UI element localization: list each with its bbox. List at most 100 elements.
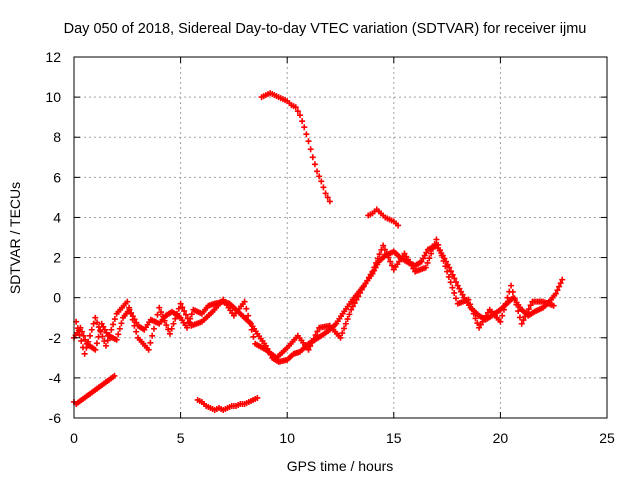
data-point [95,324,102,331]
data-point [353,296,360,303]
data-point [145,346,152,353]
data-point [481,315,488,322]
y-tick-label: 10 [45,89,61,105]
data-point [181,308,188,315]
data-point [429,245,436,252]
data-point [150,325,157,332]
data-point [184,315,191,322]
data-point [395,222,402,229]
data-point [380,242,387,249]
data-point [97,328,104,335]
data-point [456,285,463,292]
data-point [102,342,109,349]
data-point [373,259,380,266]
data-point [483,312,490,319]
x-axis-label: GPS time / hours [287,458,394,474]
x-tick-label: 0 [70,430,78,446]
data-point [360,283,367,290]
data-point [83,344,90,351]
data-point [406,259,413,266]
data-point [111,316,118,323]
data-point [557,280,564,287]
data-point [168,325,175,332]
data-point [92,314,99,321]
data-point [408,262,415,269]
data-point [371,264,378,271]
data-point [422,264,429,271]
data-point [314,328,321,335]
data-point [85,338,92,345]
data-point [131,322,138,329]
data-point [365,274,372,281]
y-tick-label: 6 [53,169,61,185]
data-point [183,324,190,331]
data-point [346,311,353,318]
data-point [500,306,507,313]
data-point [511,295,518,302]
data-point [309,154,316,161]
x-tick-label: 15 [386,430,402,446]
series-isolated-points [71,372,118,407]
data-point [324,194,331,201]
data-point [250,333,257,340]
x-tick-label: 10 [279,430,295,446]
data-point [90,320,97,327]
plot-frame [73,56,608,419]
axis-ticks: 0 5 10 15 20 25 -6 -4 -2 0 2 4 6 8 10 12 [45,49,615,446]
data-point [103,329,110,336]
data-point [369,268,376,275]
data-point [342,320,349,327]
data-point [104,337,111,344]
data-point [299,118,306,125]
data-point [435,241,442,248]
data-point [86,332,93,339]
data-point [387,258,394,265]
data-point [497,318,504,325]
series-lower-segment-7h [194,394,261,413]
data-point [113,336,120,343]
y-tick-label: 12 [45,49,61,65]
data-point [410,265,417,272]
data-point [499,312,506,319]
data-point [74,325,81,332]
data-point [115,331,122,338]
data-point [515,308,522,315]
data-point [446,264,453,271]
data-point [111,372,118,379]
data-point [341,325,348,332]
data-point [484,309,491,316]
data-point [445,273,452,280]
data-point [158,309,165,316]
data-point [149,332,156,339]
data-point [314,168,321,175]
x-tick-label: 20 [493,430,509,446]
data-point [147,339,154,346]
data-point [476,324,483,331]
data-point [453,279,460,286]
data-point [374,255,381,262]
data-point [381,246,388,253]
data-point [385,254,392,261]
data-point [362,280,369,287]
data-point [465,296,472,303]
data-point [179,304,186,311]
data-point [525,306,532,313]
data-point [118,320,125,327]
data-point [88,326,95,333]
data-point [424,259,431,266]
data-point [312,332,319,339]
data-point [161,317,168,324]
y-tick-label: 8 [53,129,61,145]
data-point [243,305,250,312]
data-point [457,288,464,295]
data-point [504,294,511,301]
data-point [106,332,113,339]
data-point [154,311,161,318]
data-point [241,298,248,305]
data-point [248,326,255,333]
data-point [163,322,170,329]
data-point [452,295,459,302]
data-point [351,300,358,307]
data-point [294,108,301,115]
data-point [474,320,481,327]
